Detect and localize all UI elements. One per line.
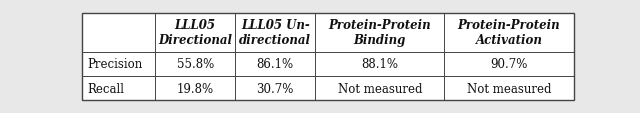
Text: Recall: Recall [88, 82, 124, 95]
Text: 55.8%: 55.8% [177, 58, 214, 71]
Text: Protein-Protein
Binding: Protein-Protein Binding [328, 19, 431, 47]
Text: LLL05
Directional: LLL05 Directional [158, 19, 232, 47]
Text: Not measured: Not measured [337, 82, 422, 95]
Text: 88.1%: 88.1% [362, 58, 398, 71]
Text: 90.7%: 90.7% [490, 58, 527, 71]
Text: 86.1%: 86.1% [257, 58, 294, 71]
Text: Precision: Precision [88, 58, 143, 71]
Text: 30.7%: 30.7% [257, 82, 294, 95]
Text: 19.8%: 19.8% [177, 82, 214, 95]
Text: Protein-Protein
Activation: Protein-Protein Activation [458, 19, 560, 47]
Text: Not measured: Not measured [467, 82, 551, 95]
Text: LLL05 Un-
directional: LLL05 Un- directional [239, 19, 311, 47]
